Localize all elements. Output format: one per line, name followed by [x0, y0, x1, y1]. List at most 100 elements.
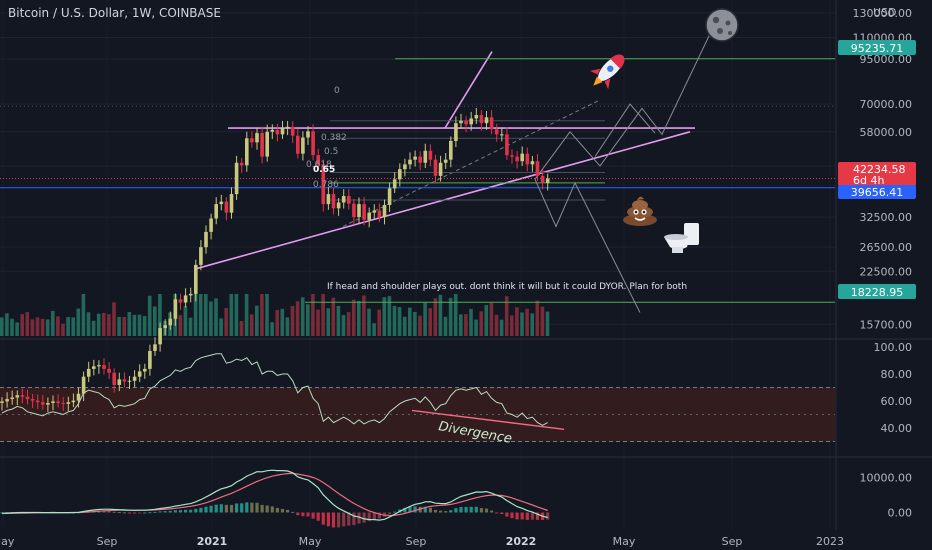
- volume-bar-40: [204, 294, 208, 336]
- volume-bar-23: [117, 317, 121, 336]
- macd-hist-bar-107: [546, 512, 550, 520]
- candle-body-51: [260, 133, 264, 157]
- macd-hist-bar-41: [209, 505, 213, 513]
- volume-bar-56: [285, 317, 290, 336]
- rsi-band: [0, 387, 835, 442]
- candle-body-1: [5, 399, 9, 402]
- macd-hist-bar-65: [331, 512, 336, 528]
- volume-bar-44: [224, 307, 228, 336]
- pile-of-poo-icon: [623, 196, 657, 226]
- volume-bar-8: [40, 318, 45, 336]
- macd-hist-bar-77: [393, 511, 397, 513]
- volume-bar-28: [142, 316, 147, 336]
- volume-bar-49: [249, 314, 254, 336]
- candle-body-55: [280, 128, 285, 135]
- candle-body-19: [97, 365, 101, 367]
- volume-bar-38: [193, 294, 198, 336]
- macd-hist-bar-48: [245, 502, 249, 513]
- volume-bar-66: [336, 305, 341, 336]
- volume-bar-81: [413, 311, 417, 336]
- macd-hist-bar-50: [255, 502, 259, 513]
- fib-05-label: 0.5: [324, 147, 338, 157]
- candle-body-56: [285, 126, 290, 129]
- candle-body-6: [30, 399, 35, 401]
- candle-body-64: [326, 194, 331, 205]
- volume-bar-22: [112, 302, 116, 336]
- volume-bar-31: [158, 294, 162, 336]
- macd-hist-bar-95: [484, 508, 489, 513]
- macd-hist-bar-32: [163, 511, 167, 513]
- fib-labels: 0 0.382 0.5 0.618 0.65 0.786: [306, 86, 347, 190]
- level-badge-18228-text: 18228.95: [851, 286, 904, 299]
- volume-bar-61: [311, 294, 315, 336]
- volume-bar-69: [351, 299, 356, 336]
- volume-bar-52: [265, 294, 269, 336]
- volume-bar-65: [331, 297, 336, 336]
- rsi-tick-2: 80.00: [881, 368, 913, 381]
- macd-hist-bar-102: [520, 512, 524, 520]
- level-badge-95235[interactable]: 95235.71: [838, 40, 916, 55]
- time-tick-0: May: [0, 535, 15, 548]
- level-badge-95235-text: 95235.71: [851, 42, 904, 55]
- volume-bar-93: [474, 319, 478, 336]
- macd-hist-bar-89: [454, 508, 458, 513]
- volume-bar-10: [51, 310, 55, 336]
- volume-bar-36: [183, 306, 188, 336]
- time-tick-4: Sep: [406, 535, 427, 548]
- macd-hist-bar-25: [127, 512, 132, 514]
- candle-body-49: [250, 138, 254, 143]
- volume-bar-54: [275, 310, 279, 336]
- macd-hist-bar-61: [311, 512, 315, 519]
- macd-hist-bar-37: [189, 509, 193, 513]
- volume-bar-37: [188, 317, 193, 336]
- candle-body-47: [239, 162, 244, 166]
- volume-bar-15: [76, 308, 81, 336]
- volume-bar-76: [387, 296, 392, 336]
- macd-hist-bar-62: [316, 512, 320, 521]
- candle-body-53: [270, 129, 275, 132]
- macd-hist-bar-53: [270, 506, 274, 513]
- time-tick-8: 2023: [816, 535, 844, 548]
- volume-bar-46: [234, 294, 239, 336]
- volume-bar-83: [423, 302, 427, 336]
- volume-bar-48: [244, 294, 249, 336]
- candle-body-17: [86, 368, 91, 377]
- candle-body-46: [234, 162, 239, 195]
- rsi-tick-labels: 40.00 60.00 80.00 100.00: [874, 341, 913, 435]
- macd-hist-bar-57: [291, 511, 295, 513]
- macd-hist-bar-42: [214, 504, 218, 513]
- candle-body-85: [433, 159, 438, 176]
- volume-bar-20: [102, 312, 106, 336]
- macd-hist-bar-86: [439, 510, 443, 513]
- macd-hist-bar-79: [403, 507, 407, 513]
- volume-bar-91: [464, 314, 468, 336]
- macd-hist-bar-31: [158, 511, 162, 513]
- macd-hist-bar-81: [413, 506, 417, 513]
- fib-0618-label: 0.618: [306, 160, 332, 170]
- level-badge-39656-text: 39656.41: [851, 186, 904, 199]
- macd-signal-line: [1, 472, 548, 517]
- fib-0382-label: 0.382: [321, 133, 347, 143]
- candle-body-42: [214, 204, 218, 219]
- macd-hist-bar-58: [296, 512, 300, 516]
- level-badge-18228[interactable]: 18228.95: [838, 284, 916, 299]
- candle-body-74: [377, 210, 382, 218]
- volume-bar-12: [61, 323, 65, 336]
- candle-body-40: [204, 231, 208, 248]
- macd-hist-bar-49: [250, 502, 254, 513]
- macd-hist-bar-100: [510, 512, 514, 519]
- level-badge-39656[interactable]: 39656.41: [838, 185, 916, 199]
- candle-body-48: [245, 138, 249, 166]
- candle-body-31: [158, 328, 162, 345]
- volume-bar-7: [35, 317, 40, 336]
- candle-body-29: [148, 350, 152, 369]
- time-tick-1: Sep: [97, 535, 118, 548]
- candle-body-96: [489, 117, 494, 130]
- volume-bar-21: [107, 314, 111, 336]
- price-tick-9: 130000.00: [853, 7, 913, 20]
- volume-bar-88: [448, 297, 453, 336]
- candle-body-102: [520, 153, 524, 162]
- current-price-badge[interactable]: 42234.58 6d 4h: [838, 162, 916, 187]
- volume-bar-2: [10, 318, 14, 336]
